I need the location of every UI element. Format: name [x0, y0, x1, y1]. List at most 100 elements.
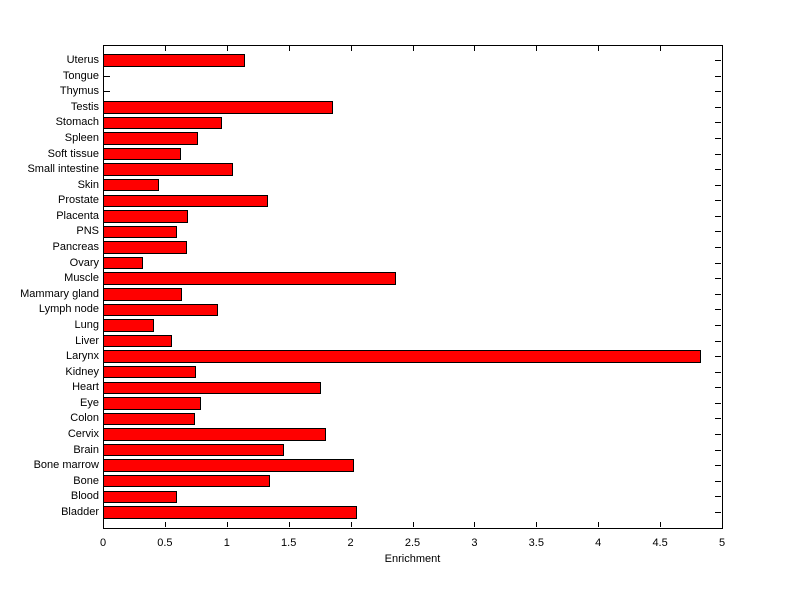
- bar: [103, 319, 154, 332]
- y-axis-tick-right: [715, 200, 721, 202]
- bar: [103, 412, 195, 426]
- y-tick-label: Soft tissue: [47, 147, 99, 160]
- bar: [103, 506, 357, 519]
- y-axis-tick-right: [715, 153, 721, 155]
- bar: [103, 303, 219, 317]
- bar: [103, 288, 183, 301]
- x-axis-tick-top: [288, 46, 290, 51]
- x-axis-label: Enrichment: [384, 553, 441, 565]
- x-axis-tick-top: [598, 46, 600, 51]
- x-axis-tick-bottom: [474, 522, 476, 527]
- y-axis-tick-right: [715, 309, 721, 311]
- x-axis-tick-top: [350, 46, 352, 51]
- x-axis-tick-bottom: [660, 522, 662, 527]
- y-axis-tick-right: [715, 247, 721, 249]
- y-tick-label: Prostate: [58, 194, 99, 207]
- y-axis-tick-right: [715, 340, 721, 342]
- y-axis-tick-right: [715, 231, 721, 233]
- x-axis-tick-top: [226, 46, 228, 51]
- y-axis-tick-left: [104, 75, 110, 77]
- bar: [103, 459, 355, 472]
- y-tick-label: Cervix: [67, 428, 99, 441]
- y-axis-tick-right: [715, 465, 721, 467]
- y-axis-tick-right: [715, 106, 721, 108]
- x-axis-tick-top: [660, 46, 662, 51]
- bar: [103, 334, 173, 348]
- y-axis-tick-right: [715, 75, 721, 77]
- bar: [103, 350, 701, 363]
- x-axis-tick-top: [722, 46, 723, 51]
- bar: [103, 225, 178, 239]
- y-axis-tick-right: [715, 215, 721, 217]
- y-tick-label: Skin: [77, 178, 99, 191]
- y-tick-label: Blood: [70, 490, 99, 503]
- x-tick-label: 3.5: [528, 537, 544, 549]
- bar: [103, 194, 268, 208]
- bar: [103, 397, 201, 410]
- y-axis-tick-right: [715, 434, 721, 436]
- x-axis-tick-bottom: [536, 522, 538, 527]
- y-axis-tick-right: [715, 418, 721, 420]
- plot-area: [103, 45, 723, 529]
- x-tick-label: 2.5: [404, 537, 421, 549]
- bar: [103, 132, 199, 145]
- y-axis-tick-right: [715, 496, 721, 498]
- y-axis-tick-right: [715, 278, 721, 280]
- y-tick-label: Mammary gland: [20, 287, 99, 300]
- y-tick-label: Bone: [73, 474, 99, 487]
- y-axis-tick-right: [715, 184, 721, 186]
- bar: [103, 116, 222, 130]
- bar: [103, 443, 284, 457]
- bar: [103, 365, 196, 379]
- y-tick-label: Liver: [75, 334, 99, 347]
- y-tick-label: Muscle: [64, 272, 99, 285]
- y-tick-label: Tongue: [62, 69, 99, 82]
- y-tick-label: Placenta: [56, 209, 99, 222]
- y-axis-tick-right: [715, 324, 721, 326]
- y-tick-label: Pancreas: [52, 241, 99, 254]
- y-axis-tick-right: [715, 511, 721, 513]
- y-tick-label: Brain: [73, 443, 99, 456]
- x-axis-tick-top: [474, 46, 476, 51]
- y-tick-label: Small intestine: [27, 163, 99, 176]
- y-tick-label: Spleen: [64, 131, 99, 144]
- x-tick-label: 1: [223, 537, 230, 549]
- y-axis-tick-right: [715, 169, 721, 171]
- y-axis-tick-right: [715, 137, 721, 139]
- y-tick-label: Bone marrow: [33, 459, 99, 472]
- y-tick-label: Heart: [72, 381, 99, 394]
- bar: [103, 490, 178, 504]
- y-tick-label: Colon: [70, 412, 99, 425]
- y-axis-tick-right: [715, 480, 721, 482]
- x-axis-tick-bottom: [103, 522, 104, 527]
- bar: [103, 101, 334, 114]
- bar: [103, 428, 326, 441]
- y-tick-label: Thymus: [59, 85, 99, 98]
- y-axis-tick-right: [715, 262, 721, 264]
- y-tick-label: Uterus: [66, 54, 99, 67]
- bar: [103, 147, 181, 161]
- y-tick-label: Ovary: [69, 256, 99, 269]
- x-tick-label: 5: [718, 537, 726, 549]
- y-tick-label: Testis: [70, 100, 99, 113]
- bar: [103, 475, 271, 488]
- y-axis-tick-right: [715, 91, 721, 93]
- x-axis-tick-bottom: [288, 522, 290, 527]
- x-tick-label: 4.5: [652, 537, 668, 549]
- x-axis-tick-top: [536, 46, 538, 51]
- bar: [103, 381, 321, 394]
- y-tick-label: Larynx: [65, 350, 99, 363]
- y-axis-tick-left: [104, 91, 110, 93]
- x-axis-tick-bottom: [164, 522, 166, 527]
- y-tick-label: Bladder: [61, 505, 99, 518]
- bar: [103, 210, 189, 223]
- y-axis-tick-right: [715, 60, 721, 62]
- bar: [103, 256, 143, 270]
- y-tick-label: Lung: [74, 318, 99, 331]
- x-tick-label: 4: [595, 537, 602, 549]
- y-axis-tick-right: [715, 356, 721, 358]
- x-tick-label: 1.5: [281, 537, 297, 549]
- bar: [103, 241, 188, 254]
- x-axis-tick-top: [412, 46, 414, 51]
